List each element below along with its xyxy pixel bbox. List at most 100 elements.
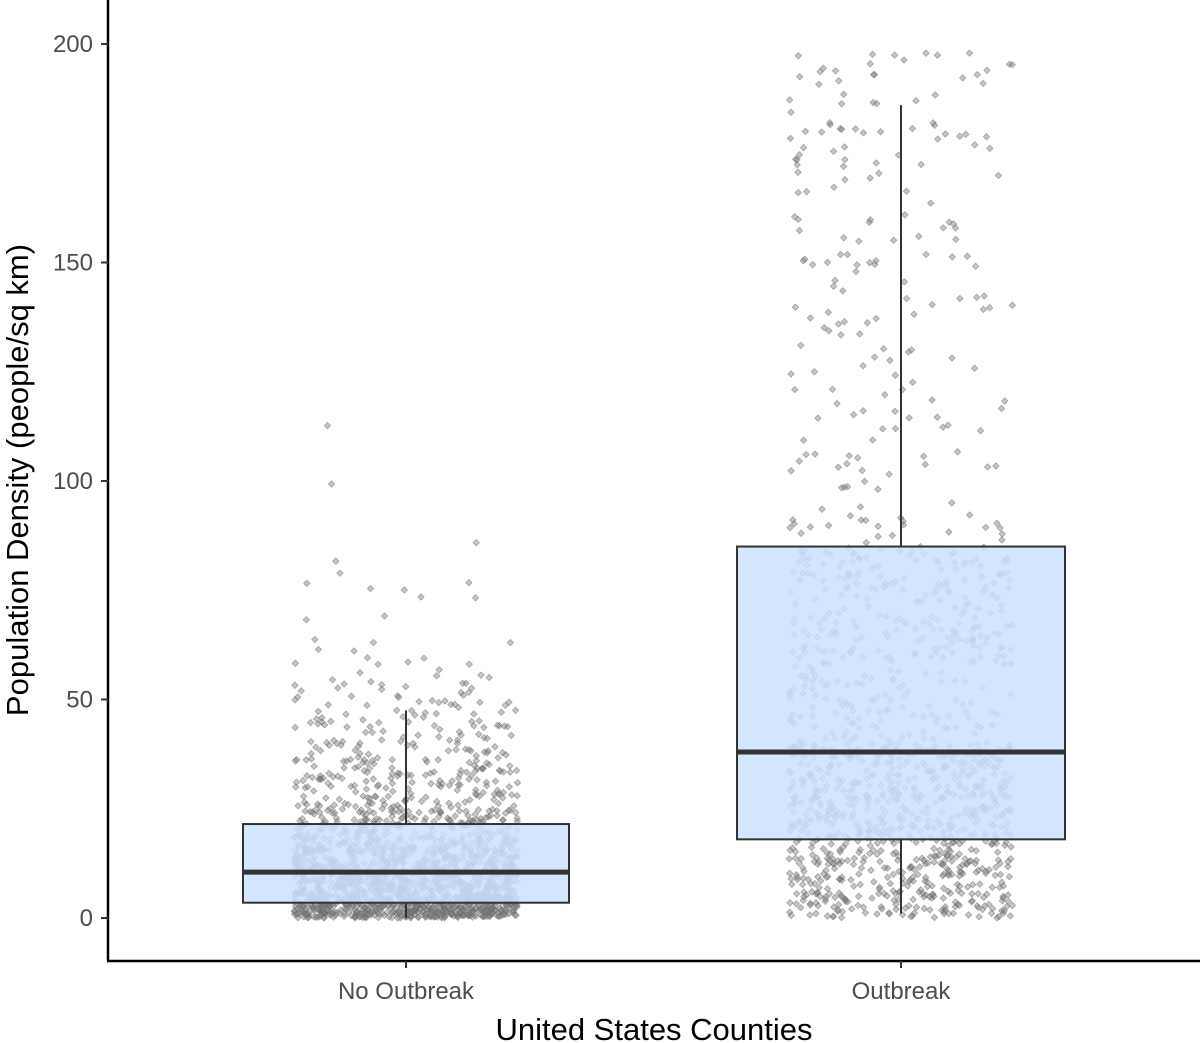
data-point xyxy=(849,860,858,869)
data-point xyxy=(430,768,438,776)
boxes xyxy=(242,105,1066,918)
data-point xyxy=(369,775,378,783)
data-point xyxy=(856,845,865,854)
data-point xyxy=(968,890,976,898)
data-point xyxy=(840,143,849,151)
data-point xyxy=(351,802,360,811)
data-point xyxy=(335,795,344,804)
data-point xyxy=(792,900,801,908)
data-point xyxy=(839,90,848,99)
data-point xyxy=(407,706,416,715)
data-point xyxy=(847,876,855,884)
data-point xyxy=(852,267,860,276)
data-point xyxy=(972,856,981,865)
data-point xyxy=(854,892,863,900)
data-point xyxy=(814,902,822,910)
data-point xyxy=(945,528,953,536)
data-point xyxy=(853,261,861,269)
data-point xyxy=(958,869,967,878)
data-point xyxy=(908,124,917,133)
data-point xyxy=(859,903,868,911)
data-point xyxy=(948,354,956,362)
data-point xyxy=(493,721,502,730)
data-point xyxy=(866,174,874,182)
data-point xyxy=(872,99,881,108)
data-point xyxy=(475,906,484,915)
data-point xyxy=(453,739,462,748)
data-point xyxy=(390,808,398,816)
data-point xyxy=(303,772,311,780)
data-point xyxy=(787,467,795,475)
data-point xyxy=(837,125,846,134)
data-point xyxy=(452,745,460,754)
data-point xyxy=(983,463,992,471)
data-point xyxy=(994,171,1003,180)
data-point xyxy=(841,840,850,848)
data-point xyxy=(495,721,504,730)
data-point xyxy=(465,758,474,767)
data-point xyxy=(926,906,934,914)
data-point xyxy=(834,320,843,328)
data-point xyxy=(980,292,988,300)
data-point xyxy=(328,909,337,917)
data-point xyxy=(388,787,397,796)
data-point xyxy=(291,723,299,732)
data-point xyxy=(948,870,956,879)
data-point xyxy=(363,815,371,824)
data-point xyxy=(825,889,834,898)
data-point xyxy=(435,725,444,734)
data-point xyxy=(1008,901,1017,910)
data-point xyxy=(851,125,860,133)
data-point xyxy=(356,912,365,921)
data-point xyxy=(407,812,416,821)
data-point xyxy=(473,764,481,772)
data-point xyxy=(829,147,838,156)
data-point xyxy=(512,766,521,775)
data-point xyxy=(824,872,832,881)
data-point xyxy=(388,908,396,916)
data-point xyxy=(837,484,846,492)
data-point xyxy=(926,853,935,861)
data-point xyxy=(845,452,853,460)
data-point xyxy=(793,873,801,881)
data-point xyxy=(513,814,521,823)
data-point xyxy=(464,688,473,697)
data-point xyxy=(843,250,852,259)
data-point xyxy=(408,778,416,787)
data-point xyxy=(912,838,920,846)
data-point xyxy=(435,698,443,707)
data-point xyxy=(475,717,483,725)
data-point xyxy=(340,680,348,688)
data-point xyxy=(806,899,815,908)
data-point xyxy=(427,807,436,815)
data-point xyxy=(299,792,308,801)
data-point xyxy=(318,714,326,722)
data-point xyxy=(507,731,515,740)
data-point xyxy=(490,790,499,799)
data-point xyxy=(979,79,987,88)
data-point xyxy=(329,773,337,781)
data-point xyxy=(892,900,900,909)
data-point xyxy=(982,132,991,141)
data-point xyxy=(926,199,935,207)
data-point xyxy=(306,718,315,727)
data-point xyxy=(833,399,841,408)
data-point xyxy=(393,692,402,700)
data-point xyxy=(1004,857,1012,866)
data-point xyxy=(953,448,962,456)
data-point xyxy=(939,884,948,892)
data-point xyxy=(390,802,398,811)
data-point xyxy=(464,901,473,909)
data-point xyxy=(301,807,310,815)
data-point xyxy=(883,873,892,882)
data-point xyxy=(865,218,874,227)
data-point xyxy=(948,253,957,261)
data-point xyxy=(417,797,426,806)
data-point xyxy=(480,912,489,921)
data-point xyxy=(939,894,948,902)
data-point xyxy=(393,914,402,922)
data-point xyxy=(995,912,1003,921)
data-point xyxy=(472,752,481,760)
data-point xyxy=(824,521,833,530)
data-point xyxy=(793,155,801,164)
